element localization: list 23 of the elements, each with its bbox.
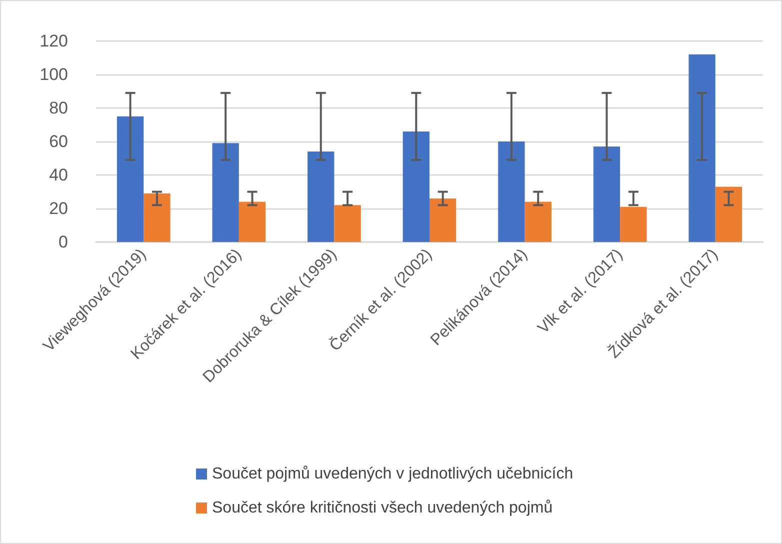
- bar: [498, 142, 525, 242]
- bar: [524, 202, 552, 242]
- y-tick-label: 100: [40, 65, 68, 84]
- y-tick-label: 40: [49, 166, 68, 184]
- bar: [144, 193, 170, 242]
- bar: [593, 146, 620, 242]
- y-tick-label: 120: [40, 32, 68, 50]
- bar: [715, 186, 742, 242]
- y-tick-label: 60: [49, 132, 68, 151]
- bar: [334, 205, 361, 242]
- bar: [116, 116, 144, 242]
- bar: [620, 206, 647, 242]
- y-tick-label: 80: [49, 98, 68, 118]
- bar: [238, 202, 266, 242]
- bar: [688, 54, 716, 242]
- bar: [308, 152, 334, 242]
- legend-label: Součet skóre kritičnosti všech uvedených pojmů: [212, 500, 553, 516]
- bar: [430, 198, 456, 242]
- bar: [402, 131, 430, 242]
- legend-label: Součet pojmů uvedených v jednotlivých učebnicích: [212, 466, 574, 482]
- y-tick-label: 0: [58, 232, 68, 252]
- bar: [212, 143, 239, 242]
- y-tick-label: 20: [49, 199, 68, 218]
